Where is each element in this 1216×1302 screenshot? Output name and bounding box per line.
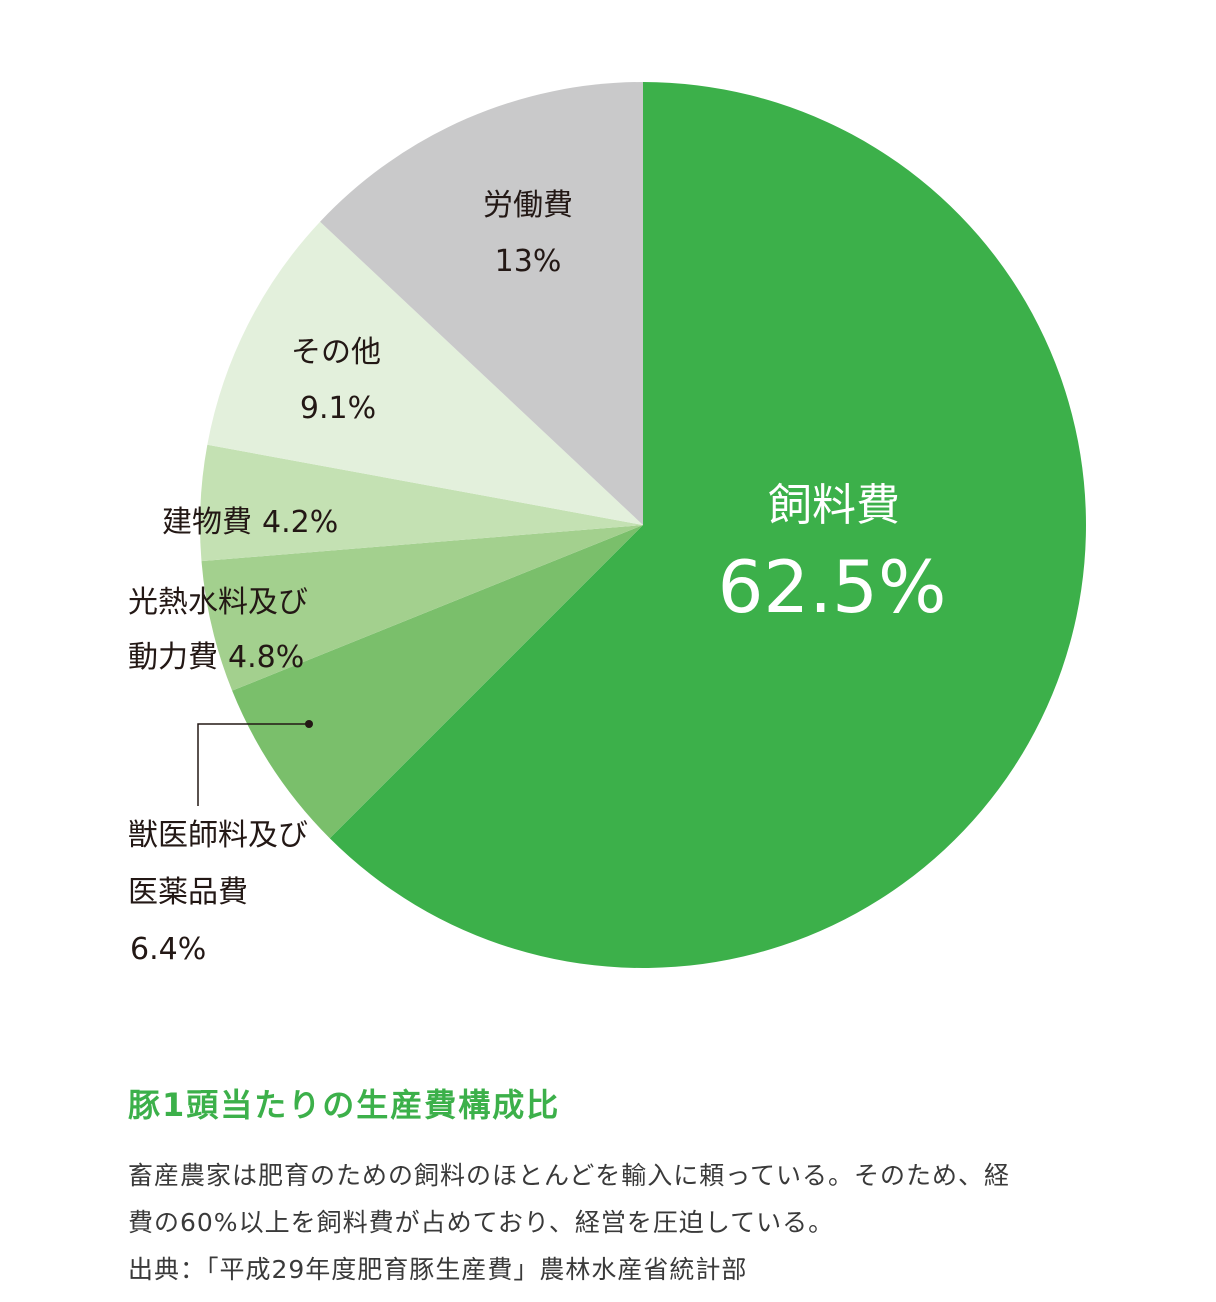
slice-value-building: 4.2% xyxy=(262,505,338,540)
slice-label-vet-line2: 医薬品費 xyxy=(128,875,248,910)
slice-label-feed: 飼料費 xyxy=(768,480,900,531)
pie-slice-vet xyxy=(232,525,643,839)
slice-value-vet: 6.4% xyxy=(130,932,206,967)
slice-value-utilities: 4.8% xyxy=(228,640,304,675)
caption-source: 出典：「平成29年度肥育豚生産費」農林水産省統計部 xyxy=(128,1255,748,1284)
slice-label-utilities-name: 動力費 xyxy=(128,640,218,675)
caption-line: 畜産農家は肥育のための飼料のほとんどを輸入に頼っている。そのため、経 xyxy=(128,1161,1011,1190)
slice-label-building: 建物費 4.2% xyxy=(162,505,338,540)
slice-value-other: 9.1% xyxy=(300,391,376,426)
slice-label-utilities-line2: 動力費 4.8% xyxy=(128,640,304,675)
pie-slices xyxy=(200,82,1086,968)
caption-line: 費の60%以上を飼料費が占めており、経営を圧迫している。 xyxy=(128,1208,835,1237)
slice-value-feed: 62.5% xyxy=(718,545,947,629)
pie-slice-feed xyxy=(329,82,1086,968)
slice-label-utilities-line1: 光熱水料及び xyxy=(128,585,308,620)
slice-label-vet-line1: 獣医師料及び xyxy=(128,818,308,853)
leader-line xyxy=(197,720,313,806)
pie-slice-building xyxy=(200,444,643,562)
pie-chart: 飼料費 62.5% 労働費 13% その他 9.1% 建物費 4.2% 光熱水料及… xyxy=(128,82,1086,968)
slice-label-labor: 労働費 xyxy=(483,188,573,223)
caption-body: 畜産農家は肥育のための飼料のほとんどを輸入に頼っている。そのため、経 費の60%… xyxy=(128,1152,1128,1293)
pie-slice-utilities xyxy=(201,525,644,691)
slice-label-other: その他 xyxy=(291,335,381,370)
pie-slice-other xyxy=(207,221,643,525)
caption-title: 豚1頭当たりの生産費構成比 xyxy=(128,1086,561,1124)
pie-slice-labor xyxy=(320,82,643,525)
slice-label-building-name: 建物費 xyxy=(162,505,252,540)
slice-value-labor: 13% xyxy=(495,244,562,279)
